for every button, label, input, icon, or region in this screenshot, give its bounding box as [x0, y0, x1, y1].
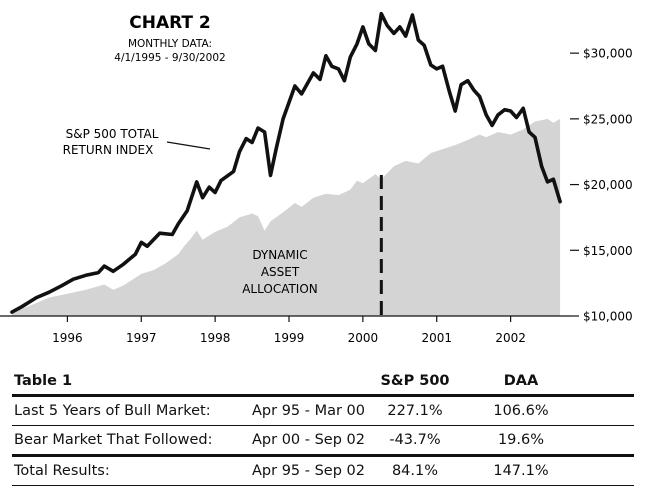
x-tick-label: 2002 — [495, 331, 526, 345]
row-daa-value: 19.6% — [497, 432, 545, 448]
daa-annotation-line-2: ASSET — [261, 265, 300, 279]
table-header-row: Table 1 S&P 500 DAA — [12, 368, 634, 394]
row-sp500-value: 84.1% — [391, 463, 439, 479]
x-tick-label: 2001 — [421, 331, 452, 345]
daa-area — [12, 118, 561, 317]
table-rule — [12, 394, 634, 397]
row-daa-value: 106.6% — [493, 403, 549, 419]
performance-chart: 1996 1997 1998 1999 2000 2001 2002 $10,000 $15,0… — [0, 11, 633, 345]
sp500-annotation-pointer — [166, 141, 211, 150]
column-header-sp500: S&P 500 — [380, 373, 450, 389]
sp500-line-layer — [10, 11, 562, 314]
y-tick-label: $20,000 — [583, 178, 633, 192]
row-period: Apr 95 - Mar 00 — [252, 403, 366, 419]
table-title: Table 1 — [14, 373, 73, 389]
axes: 1996 1997 1998 1999 2000 2001 2002 $10,000 $15,0… — [0, 47, 633, 345]
x-tick-label: 1998 — [200, 331, 231, 345]
table-rule — [12, 485, 634, 486]
chart-subtitle-line-1: MONTHLY DATA: — [128, 38, 212, 50]
results-table: Table 1 S&P 500 DAA Last 5 Years of Bull… — [12, 368, 634, 486]
row-sp500-value: 227.1% — [387, 403, 443, 419]
chart-title: CHART 2 — [129, 13, 211, 33]
daa-annotation-line-3: ALLOCATION — [242, 282, 318, 296]
y-tick-label: $15,000 — [583, 244, 633, 258]
row-period: Apr 00 - Sep 02 — [252, 432, 365, 448]
sp500-annotation-line-2: RETURN INDEX — [63, 143, 154, 157]
row-label: Total Results: — [14, 463, 110, 479]
x-tick-label: 1999 — [274, 331, 305, 345]
chart-text: CHART 2 MONTHLY DATA: 4/1/1995 - 9/30/20… — [63, 13, 318, 296]
sp500-annotation-line-1: S&P 500 TOTAL — [66, 127, 159, 141]
table-rule — [12, 425, 634, 426]
y-tick-label: $25,000 — [583, 112, 633, 126]
row-label: Last 5 Years of Bull Market: — [14, 403, 211, 419]
column-header-daa: DAA — [503, 373, 539, 389]
daa-area-layer — [12, 118, 561, 317]
row-daa-value: 147.1% — [493, 463, 549, 479]
daa-annotation-line-1: DYNAMIC — [252, 248, 307, 262]
chart-subtitle-line-2: 4/1/1995 - 9/30/2002 — [114, 52, 225, 64]
row-label: Bear Market That Followed: — [14, 432, 213, 448]
table-row: Bear Market That Followed: Apr 00 - Sep … — [12, 426, 634, 454]
table-row: Last 5 Years of Bull Market: Apr 95 - Ma… — [12, 397, 634, 425]
table-rule — [12, 454, 634, 457]
x-tick-label: 1996 — [52, 331, 83, 345]
y-tick-label: $10,000 — [583, 310, 633, 324]
row-sp500-value: -43.7% — [389, 432, 441, 448]
table-row: Total Results: Apr 95 - Sep 02 84.1% 147… — [12, 457, 634, 485]
x-tick-label: 1997 — [126, 331, 157, 345]
x-tick-label: 2000 — [348, 331, 379, 345]
y-tick-label: $30,000 — [583, 47, 633, 61]
sp500-line — [10, 11, 562, 314]
row-period: Apr 95 - Sep 02 — [252, 463, 365, 479]
